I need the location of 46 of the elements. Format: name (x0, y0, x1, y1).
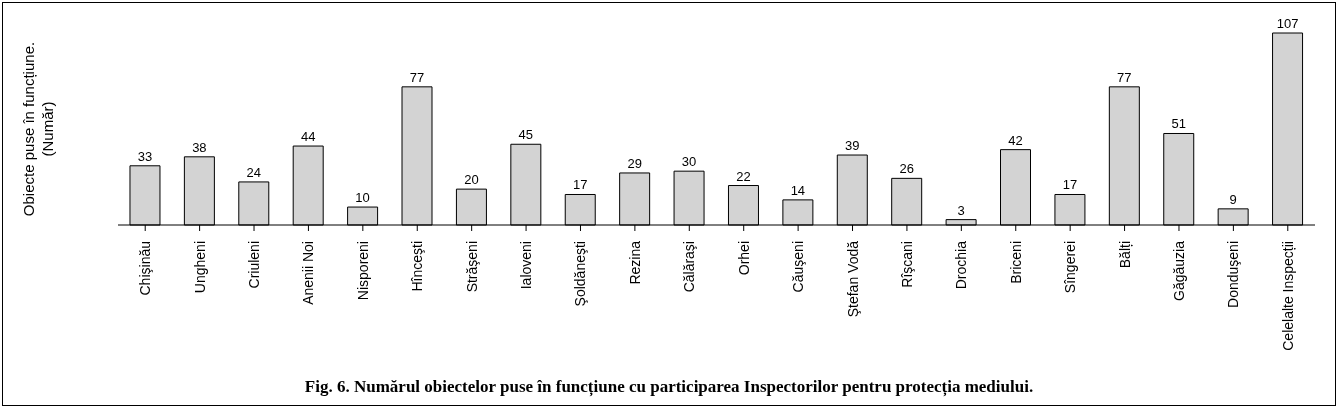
data-label: 107 (1276, 16, 1299, 31)
data-label: 42 (1008, 132, 1023, 148)
x-tick-label: Briceni (1007, 241, 1024, 284)
x-tick-label: Străşeni (463, 241, 480, 293)
data-label: 33 (137, 148, 153, 164)
x-tick-label: Celelalte Inspecții (1279, 241, 1296, 351)
x-tick-label: Ştefan Vodă (844, 240, 861, 318)
data-label: 17 (573, 177, 588, 193)
data-label: 39 (845, 138, 860, 154)
data-label: 38 (192, 139, 207, 155)
x-tick-label: Drochia (953, 240, 970, 290)
data-label: 44 (300, 129, 316, 145)
x-tick-label: Şoldăneşti (572, 241, 589, 307)
x-tick-label: Orhei (735, 241, 752, 276)
data-label: 77 (1117, 69, 1132, 85)
data-label: 29 (627, 155, 642, 171)
x-tick-label: Bălți (1116, 241, 1133, 269)
data-label: 9 (1229, 191, 1237, 207)
x-tick-label: Găgăuzia (1170, 240, 1187, 301)
data-label: 77 (409, 69, 425, 85)
x-tick-label: Hînceşti (409, 241, 426, 292)
data-label: 3 (957, 202, 965, 218)
x-tick-label: Nisporeni (354, 241, 371, 301)
x-tick-label: Ungheni (191, 241, 208, 294)
x-tick-label: Criuleni (246, 241, 263, 289)
text: Fig. 6. Numărul obiectelor puse în funcțiune cu participarea Inspectorilor pentru protecția mediului. (303, 377, 1035, 397)
data-label: 24 (246, 164, 262, 180)
data-label: 26 (899, 161, 914, 177)
data-label: 30 (681, 154, 697, 170)
x-tick-label: Rîşcani (898, 241, 915, 288)
x-tick-label: Călăraşi (681, 241, 698, 293)
x-tick-label: Anenii Noi (300, 241, 317, 305)
x-tick-label: Căuşeni (790, 241, 807, 293)
x-tick-label: Rezina (626, 240, 643, 285)
data-label: 17 (1062, 177, 1078, 193)
y-axis-title: Obiecte puse în funcțiune. (Număr) (20, 41, 56, 217)
x-tick-label: Sîngerei (1062, 241, 1079, 294)
data-label: 10 (355, 190, 370, 206)
data-label: 20 (464, 172, 479, 188)
data-label: 51 (1171, 116, 1186, 132)
x-tick-label: Donduşeni (1225, 241, 1242, 308)
data-label: 22 (736, 168, 751, 184)
x-tick-label: Ialoveni (518, 241, 535, 290)
data-label: 14 (790, 182, 806, 198)
x-tick-label: Chişinău (137, 241, 154, 296)
data-label: 45 (518, 127, 534, 143)
